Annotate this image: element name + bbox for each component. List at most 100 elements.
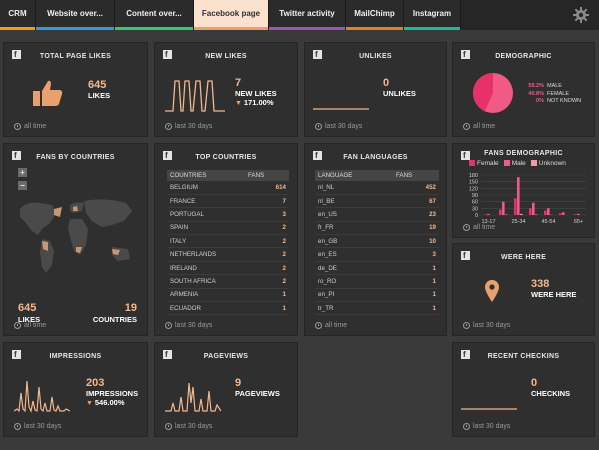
map-zoom-in-button[interactable]: + (18, 168, 27, 177)
panel-title: TOP COUNTRIES (195, 154, 257, 161)
table-row: en_US 23 (315, 207, 439, 222)
gear-icon[interactable] (573, 7, 589, 23)
table-header: COUNTRIES FANS (167, 170, 289, 181)
panel-footer: all time (463, 224, 495, 231)
clock-icon (165, 423, 172, 430)
tab-instagram[interactable]: Instagram (404, 0, 461, 30)
y-tick-label: 30 (472, 206, 478, 212)
facebook-icon: f (12, 151, 21, 160)
impressions-delta: ▼ 546.00% (86, 398, 125, 407)
panel-footer: last 30 days (165, 423, 212, 430)
panel-footer: last 30 days (165, 322, 212, 329)
tab-color-bar (36, 27, 114, 30)
tab-content-overview[interactable]: Content over... (115, 0, 194, 30)
panel-title: NEW LIKES (205, 53, 247, 60)
fans-by-countries-panel: f FANS BY COUNTRIES + − 645 LIKES 19 COU… (3, 143, 148, 336)
world-map[interactable] (12, 189, 142, 289)
legend-item-female[interactable]: Female (469, 160, 499, 167)
new-likes-sparkline (165, 80, 225, 112)
pageviews-sparkline (165, 382, 221, 412)
likes-value: 645 (88, 79, 107, 91)
unlikes-label: UNLIKES (383, 89, 416, 98)
tab-color-bar (269, 27, 345, 30)
panel-footer: last 30 days (315, 123, 362, 130)
tab-mailchimp[interactable]: MailChimp (346, 0, 404, 30)
impressions-label: IMPRESSIONS (86, 389, 139, 398)
map-countries-value: 19 (124, 302, 137, 314)
panel-footer: last 30 days (165, 123, 212, 130)
tab-twitter-activity[interactable]: Twitter activity (269, 0, 346, 30)
unlikes-panel: f UNLIKES 0 UNLIKES last 30 days (304, 42, 447, 137)
clock-icon (463, 123, 470, 130)
tab-website-overview[interactable]: Website over... (36, 0, 115, 30)
bar-unknown (520, 213, 523, 215)
legend-item-male: 59.2% MALE (528, 83, 562, 89)
legend-swatch (530, 160, 537, 166)
clock-icon (463, 423, 470, 430)
demographic-panel: f DEMOGRAPHIC 59.2% MALE 40.8% FEMALE 0% NO… (452, 42, 595, 137)
facebook-icon: f (163, 151, 172, 160)
y-tick-label: 150 (469, 180, 478, 186)
table-row: NETHERLANDS 2 (167, 247, 289, 262)
table-row: fr_FR 19 (315, 221, 439, 236)
down-triangle-icon: ▼ (86, 400, 95, 407)
tab-label: Instagram (412, 9, 452, 18)
tab-color-bar (0, 27, 35, 30)
facebook-icon: f (12, 50, 21, 59)
tab-color-bar (194, 27, 268, 30)
fans-demographic-legend: Female Male Unknown (469, 160, 566, 167)
tab-facebook-page[interactable]: Facebook page (194, 0, 269, 30)
clock-icon (165, 322, 172, 329)
tab-label: Twitter activity (279, 9, 335, 18)
pageviews-value: 9 (235, 377, 242, 389)
legend-item-unknown[interactable]: Unknown (530, 160, 566, 167)
bar-male (562, 212, 565, 215)
table-row: nl_NL 452 (315, 181, 439, 195)
panel-footer: last 30 days (14, 423, 61, 430)
y-tick-label: 60 (472, 200, 478, 206)
facebook-icon: f (461, 251, 470, 260)
tab-label: Content over... (126, 9, 182, 18)
recent-checkins-panel: f RECENT CHECKINS 0 CHECKINS last 30 day… (452, 342, 595, 437)
unlikes-sparkline (313, 108, 369, 110)
new-likes-label: NEW LIKES (235, 89, 277, 98)
bar-female (544, 210, 547, 215)
table-row: nl_BE 67 (315, 194, 439, 209)
table-row: SOUTH AFRICA 2 (167, 274, 289, 289)
bar-female (499, 209, 502, 215)
table-row: ARMENIA 1 (167, 288, 289, 303)
panel-title: FAN LANGUAGES (343, 154, 408, 161)
tab-color-bar (404, 27, 460, 30)
panel-title: FANS DEMOGRAPHIC (484, 150, 563, 157)
tab-label: MailChimp (354, 9, 395, 18)
legend-item-male[interactable]: Male (503, 160, 526, 167)
table-row: de_DE 1 (315, 261, 439, 276)
checkins-sparkline (461, 408, 517, 410)
map-likes-value: 645 (18, 302, 37, 314)
facebook-icon: f (163, 50, 172, 59)
table-row: BELGIUM 614 (167, 181, 289, 195)
legend-item-unknown: 0% NOT KNOWN (536, 98, 582, 104)
clock-icon (315, 322, 322, 329)
y-tick-label: 120 (469, 186, 478, 192)
bar-female (574, 214, 577, 215)
impressions-panel: f IMPRESSIONS 203 IMPRESSIONS ▼ 546.00% … (3, 342, 148, 437)
tab-color-bar (115, 27, 193, 30)
map-countries-label: COUNTRIES (92, 315, 137, 324)
panel-footer: last 30 days (463, 423, 510, 430)
table-row: FRANCE 7 (167, 194, 289, 209)
impressions-sparkline (14, 380, 70, 413)
tab-crm[interactable]: CRM (0, 0, 36, 30)
y-tick-label: 180 (469, 173, 478, 179)
tab-label: Facebook page (201, 9, 261, 18)
clock-icon (14, 423, 21, 430)
table-row: ECUADOR 1 (167, 301, 289, 316)
likes-label: LIKES (88, 91, 111, 100)
map-likes-label: LIKES (18, 315, 41, 324)
clock-icon (14, 322, 21, 329)
map-pin-icon (485, 280, 499, 302)
panel-footer: all time (315, 322, 347, 329)
pageviews-panel: f PAGEVIEWS 9 PAGEVIEWS last 30 days (154, 342, 298, 437)
map-zoom-out-button[interactable]: − (18, 181, 27, 190)
facebook-icon: f (461, 151, 470, 160)
